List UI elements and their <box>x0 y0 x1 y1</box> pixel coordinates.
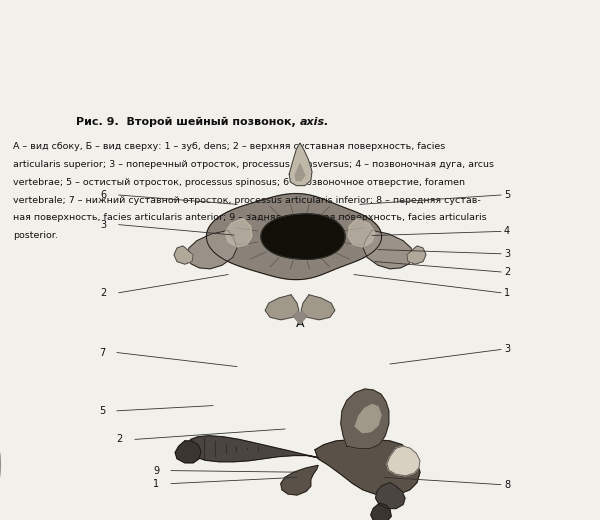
Polygon shape <box>376 483 405 509</box>
Polygon shape <box>387 446 420 476</box>
Polygon shape <box>341 389 389 449</box>
Polygon shape <box>174 246 193 264</box>
Polygon shape <box>281 465 318 495</box>
Text: posterior.: posterior. <box>13 231 58 240</box>
Polygon shape <box>315 439 420 496</box>
Text: articularis superior; 3 – поперечный отросток, processus transversus; 4 – позвон: articularis superior; 3 – поперечный отр… <box>13 160 494 169</box>
Polygon shape <box>355 405 381 433</box>
Polygon shape <box>371 503 391 520</box>
Text: ная поверхность, facies articularis anterior; 9 – задняя суставная поверхность, : ная поверхность, facies articularis ante… <box>13 213 487 222</box>
Text: 2: 2 <box>117 434 123 445</box>
Text: 7: 7 <box>99 347 105 358</box>
Polygon shape <box>225 218 252 247</box>
Polygon shape <box>187 436 318 462</box>
Text: 8: 8 <box>504 479 510 490</box>
Text: А – вид сбоку, Б – вид сверху: 1 – зуб, dens; 2 – верхняя суставная поверхность,: А – вид сбоку, Б – вид сверху: 1 – зуб, … <box>13 142 445 151</box>
Polygon shape <box>294 312 306 324</box>
Polygon shape <box>301 295 335 320</box>
Text: 5: 5 <box>504 190 510 200</box>
Text: 4: 4 <box>504 226 510 237</box>
Text: 6: 6 <box>101 190 107 200</box>
Text: 3: 3 <box>504 249 510 259</box>
Text: 5: 5 <box>99 406 105 416</box>
Text: 2: 2 <box>504 267 510 277</box>
Polygon shape <box>289 143 312 186</box>
Text: Рис. 9.  Второй шейный позвонок,: Рис. 9. Второй шейный позвонок, <box>76 117 300 127</box>
Polygon shape <box>265 295 299 320</box>
Polygon shape <box>206 193 382 280</box>
Polygon shape <box>175 441 201 463</box>
Text: 3: 3 <box>504 344 510 355</box>
Polygon shape <box>348 218 375 247</box>
Polygon shape <box>187 230 237 269</box>
Text: А: А <box>296 317 304 330</box>
Text: 1: 1 <box>504 288 510 298</box>
Polygon shape <box>295 164 305 180</box>
Text: 3: 3 <box>101 219 107 230</box>
Text: 9: 9 <box>153 465 159 476</box>
Polygon shape <box>261 214 345 259</box>
Polygon shape <box>363 230 413 269</box>
Text: axis.: axis. <box>300 117 329 127</box>
Text: 1: 1 <box>153 478 159 489</box>
Text: Б: Б <box>296 145 304 158</box>
Text: vertebrae; 5 – остистый отросток, processus spinosus; 6 – позвоночное отверстие,: vertebrae; 5 – остистый отросток, proces… <box>13 178 465 187</box>
Text: vertebrale; 7 – нижний суставной отросток, processus articularis inferior; 8 – п: vertebrale; 7 – нижний суставной отросто… <box>13 196 481 204</box>
Polygon shape <box>407 246 426 264</box>
Text: 2: 2 <box>101 288 107 298</box>
